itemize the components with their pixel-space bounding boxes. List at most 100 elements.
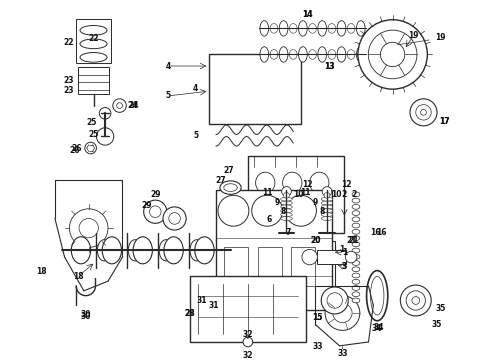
Text: 21: 21	[346, 236, 356, 245]
Text: 10: 10	[293, 190, 303, 199]
Text: 18: 18	[36, 267, 47, 276]
Ellipse shape	[72, 237, 91, 264]
Ellipse shape	[352, 298, 360, 303]
Bar	[248, 241, 335, 294]
Circle shape	[282, 186, 292, 196]
Text: 15: 15	[312, 313, 322, 322]
Text: 19: 19	[436, 33, 446, 42]
Circle shape	[416, 105, 431, 120]
Ellipse shape	[347, 23, 355, 33]
Text: 5: 5	[165, 91, 171, 100]
Bar	[224, 247, 248, 286]
Ellipse shape	[279, 21, 288, 36]
Ellipse shape	[352, 223, 360, 228]
Text: 24: 24	[128, 101, 138, 110]
Bar	[292, 247, 316, 286]
Circle shape	[324, 193, 330, 198]
Ellipse shape	[352, 248, 360, 253]
Text: 20: 20	[310, 236, 320, 245]
Text: 29: 29	[150, 190, 161, 199]
Text: 34: 34	[372, 324, 382, 333]
Text: 27: 27	[223, 166, 234, 175]
Text: 8: 8	[281, 207, 286, 216]
Circle shape	[400, 285, 431, 316]
Bar	[190, 276, 306, 342]
Text: 35: 35	[432, 320, 442, 329]
Text: 34: 34	[374, 323, 384, 332]
Ellipse shape	[283, 172, 302, 193]
Ellipse shape	[356, 21, 365, 36]
Ellipse shape	[159, 240, 172, 261]
Ellipse shape	[164, 237, 183, 264]
Text: 4: 4	[165, 62, 171, 71]
Circle shape	[117, 103, 122, 108]
Text: 33: 33	[312, 342, 322, 351]
Circle shape	[420, 109, 426, 115]
Text: 17: 17	[440, 117, 450, 126]
Circle shape	[299, 253, 326, 280]
Ellipse shape	[318, 47, 326, 62]
Ellipse shape	[281, 197, 292, 201]
Circle shape	[333, 303, 352, 323]
Ellipse shape	[367, 271, 388, 321]
Ellipse shape	[80, 53, 107, 62]
Ellipse shape	[352, 279, 360, 284]
Text: 3: 3	[342, 262, 347, 271]
Ellipse shape	[352, 211, 360, 216]
Ellipse shape	[352, 255, 360, 259]
Circle shape	[252, 195, 283, 226]
Circle shape	[286, 195, 317, 226]
Text: 33: 33	[337, 349, 348, 358]
Text: 1: 1	[339, 245, 344, 254]
Circle shape	[412, 297, 419, 304]
Text: 31: 31	[196, 296, 207, 305]
Ellipse shape	[281, 217, 292, 220]
Bar	[211, 59, 225, 117]
Ellipse shape	[190, 240, 203, 261]
Text: 32: 32	[243, 330, 253, 339]
Bar	[78, 67, 109, 94]
Circle shape	[97, 128, 114, 145]
Text: 25: 25	[86, 118, 97, 127]
Text: 32: 32	[243, 351, 253, 360]
Ellipse shape	[352, 236, 360, 240]
Text: 9: 9	[313, 198, 318, 207]
Text: 11: 11	[300, 188, 311, 197]
Text: 14: 14	[302, 10, 313, 19]
Ellipse shape	[281, 209, 292, 213]
Ellipse shape	[128, 240, 142, 261]
Text: 7: 7	[286, 229, 291, 238]
Ellipse shape	[352, 229, 360, 234]
Text: 26: 26	[69, 147, 79, 156]
Text: 28: 28	[185, 310, 196, 319]
Text: 13: 13	[324, 63, 334, 72]
Ellipse shape	[281, 201, 292, 205]
Text: 15: 15	[312, 313, 322, 322]
Circle shape	[410, 99, 437, 126]
Ellipse shape	[290, 23, 297, 33]
Text: 28: 28	[185, 310, 196, 319]
Text: 6: 6	[267, 215, 272, 224]
Text: 4: 4	[193, 84, 198, 93]
Ellipse shape	[224, 184, 237, 192]
Text: 19: 19	[409, 31, 419, 40]
Ellipse shape	[328, 23, 336, 33]
Bar	[248, 156, 344, 233]
Ellipse shape	[321, 217, 333, 220]
Circle shape	[249, 253, 276, 280]
Text: 20: 20	[310, 236, 320, 245]
Ellipse shape	[281, 213, 292, 217]
Ellipse shape	[298, 47, 307, 62]
Circle shape	[243, 337, 253, 347]
Bar	[263, 59, 277, 117]
Circle shape	[345, 251, 357, 263]
Ellipse shape	[347, 50, 355, 59]
Text: 27: 27	[216, 176, 226, 185]
Text: 2: 2	[342, 190, 347, 199]
Ellipse shape	[352, 261, 360, 265]
Ellipse shape	[309, 50, 317, 59]
Text: 31: 31	[209, 301, 220, 310]
Ellipse shape	[227, 305, 250, 319]
Ellipse shape	[260, 47, 269, 62]
Ellipse shape	[318, 21, 326, 36]
